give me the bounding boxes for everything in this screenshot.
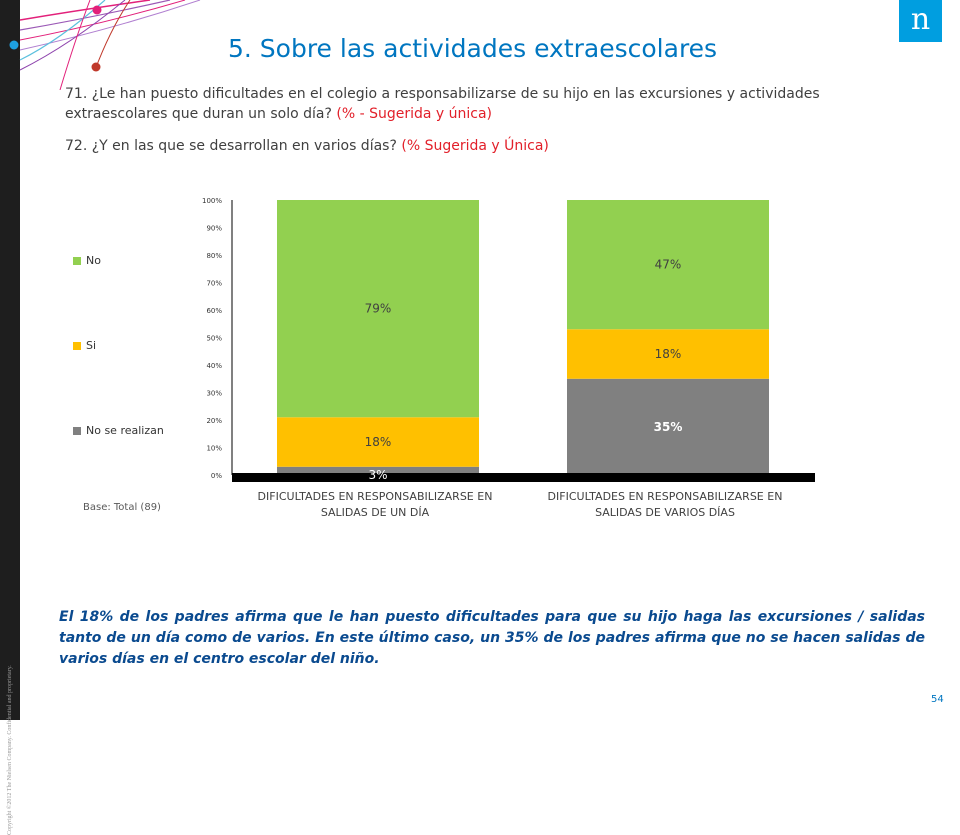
data-label: 47%: [655, 258, 682, 272]
bar-no-0: [277, 200, 479, 418]
legend-item: No se realizan: [73, 424, 164, 437]
decorative-curves: [9, 0, 201, 90]
legend-swatch: [73, 256, 81, 265]
question-71-note: (% - Sugerida y única): [336, 106, 493, 122]
legend-item: No: [73, 254, 101, 267]
question-72-text: 72. ¿Y en las que se desarrollan en vari…: [65, 138, 397, 154]
y-tick-label: 80%: [206, 252, 222, 260]
legend-swatch: [73, 426, 81, 435]
y-tick-label: 90%: [206, 225, 222, 233]
y-tick-label: 30%: [206, 390, 222, 398]
y-tick-label: 60%: [206, 307, 222, 315]
bar-si-0: [277, 417, 479, 467]
y-tick-label: 40%: [206, 362, 222, 370]
data-label: 35%: [654, 420, 683, 434]
brand-logo: n: [899, 0, 942, 42]
y-tick-label: 50%: [206, 335, 222, 343]
question-72: 72. ¿Y en las que se desarrollan en vari…: [65, 136, 885, 156]
category-label-line: DIFICULTADES EN RESPONSABILIZARSE EN: [257, 490, 493, 503]
data-label: 3%: [368, 468, 387, 482]
legend-label: No: [86, 254, 101, 267]
base-note: Base: Total (89): [83, 502, 161, 513]
category-label-line: SALIDAS DE UN DÍA: [320, 506, 430, 519]
data-label: 79%: [365, 302, 392, 316]
category-label-line: SALIDAS DE VARIOS DÍAS: [595, 506, 735, 519]
summary-text: El 18% de los padres afirma que le han p…: [59, 609, 925, 667]
bar-no-se-realizan-0: [277, 466, 479, 475]
y-tick-label: 100%: [202, 197, 222, 205]
page-title: 5. Sobre las actividades extraescolares: [228, 34, 718, 63]
bar-no-se-realizan-1: [567, 378, 769, 475]
y-tick-label: 0%: [211, 472, 222, 480]
x-axis-line: [232, 473, 815, 482]
legend-label: No se realizan: [86, 424, 164, 437]
data-label: 18%: [655, 347, 682, 361]
category-label-one-day: DIFICULTADES EN RESPONSABILIZARSE EN SALI…: [235, 489, 515, 521]
left-dark-bar: [0, 0, 20, 720]
bar-no-1: [567, 200, 769, 330]
question-71-text: 71. ¿Le han puesto dificultades en el co…: [65, 86, 820, 122]
page-number: 54: [931, 694, 944, 705]
question-72-note: (% Sugerida y Única): [401, 138, 549, 154]
category-label-line: DIFICULTADES EN RESPONSABILIZARSE EN: [547, 490, 783, 503]
y-tick-label: 70%: [206, 280, 222, 288]
bar-si-1: [567, 329, 769, 379]
category-label-several-days: DIFICULTADES EN RESPONSABILIZARSE EN SALI…: [525, 489, 805, 521]
legend-item: Si: [73, 339, 96, 352]
question-71: 71. ¿Le han puesto dificultades en el co…: [65, 84, 885, 124]
y-tick-label: 10%: [206, 445, 222, 453]
y-tick-label: 20%: [206, 417, 222, 425]
legend-label: Si: [86, 339, 97, 352]
copyright-text: Copyright ©2012 The Nielsen Company. Con…: [7, 665, 13, 835]
data-label: 18%: [365, 435, 392, 449]
legend-swatch: [73, 341, 81, 350]
